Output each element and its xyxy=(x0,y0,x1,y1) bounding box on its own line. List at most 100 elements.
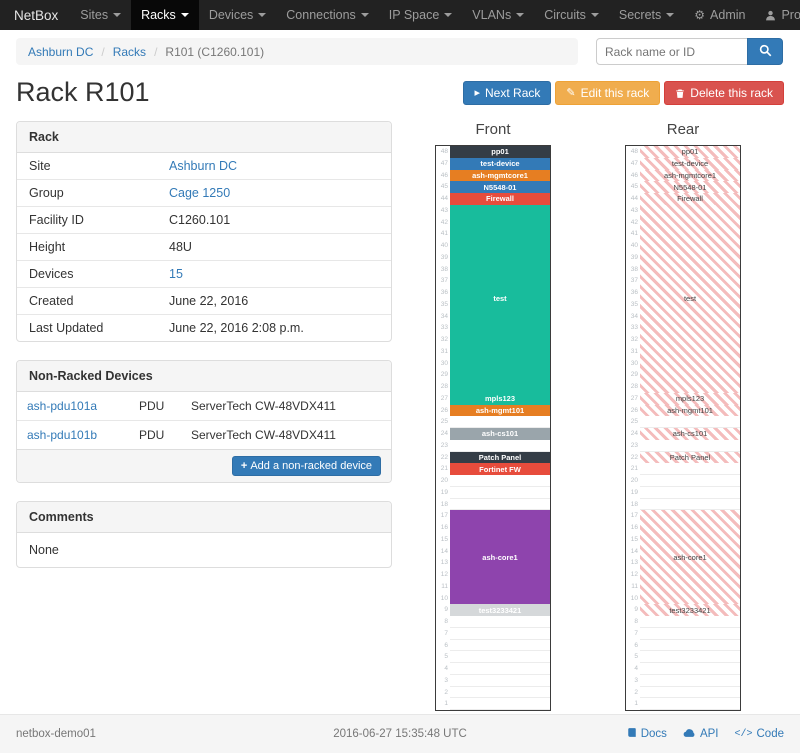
search-icon xyxy=(759,44,772,60)
next-rack-label: Next Rack xyxy=(485,86,541,100)
group-link[interactable]: Cage 1250 xyxy=(169,186,231,200)
nav-circuits[interactable]: Circuits xyxy=(534,0,609,30)
add-non-racked-device-button[interactable]: + Add a non-racked device xyxy=(231,456,381,476)
unit-number: 11 xyxy=(441,582,448,590)
device-ash-mgmtcore1-rear[interactable]: ash-mgmtcore1 xyxy=(640,169,740,182)
nav-admin[interactable]: ⚙ Admin xyxy=(684,0,755,30)
non-racked-devices-panel: Non-Racked Devices ash-pdu101a PDU Serve… xyxy=(16,360,392,483)
attr-value: C1260.101 xyxy=(169,213,231,227)
attr-facility-id: Facility ID C1260.101 xyxy=(17,206,391,233)
empty-unit xyxy=(640,439,740,452)
unit-number: 29 xyxy=(630,371,638,379)
empty-unit xyxy=(450,498,550,511)
api-link[interactable]: API xyxy=(683,727,718,741)
attr-height: Height 48U xyxy=(17,233,391,260)
device-test3233421-front[interactable]: test3233421 xyxy=(450,604,550,616)
unit-number: 19 xyxy=(440,488,448,496)
nav-devices[interactable]: Devices xyxy=(199,0,276,30)
device-test-rear[interactable]: test xyxy=(640,204,740,393)
unit-number: 9 xyxy=(634,606,638,614)
unit-number: 38 xyxy=(440,265,448,273)
device-N5548-01-rear[interactable]: N5548-01 xyxy=(640,181,740,193)
nav-vlans[interactable]: VLANs xyxy=(462,0,534,30)
unit-number: 8 xyxy=(634,618,638,625)
device-link[interactable]: ash-pdu101a xyxy=(27,399,98,413)
breadcrumb-racks-link[interactable]: Racks xyxy=(112,44,147,59)
page-title: Rack R101 xyxy=(16,77,150,107)
device-ash-cs101-front[interactable]: ash-cs101 xyxy=(450,428,550,440)
edit-rack-button[interactable]: ✎ Edit this rack xyxy=(555,81,661,105)
device-pp01-front[interactable]: pp01 xyxy=(450,146,550,158)
empty-unit xyxy=(450,439,550,452)
next-rack-button[interactable]: ▸ Next Rack xyxy=(463,81,552,105)
nav-sites[interactable]: Sites xyxy=(70,0,131,30)
breadcrumb-site-link[interactable]: Ashburn DC xyxy=(28,44,94,59)
device-pp01-rear[interactable]: pp01 xyxy=(640,146,740,158)
device-ash-cs101-rear[interactable]: ash-cs101 xyxy=(640,428,740,440)
search-button[interactable] xyxy=(747,38,783,65)
nav-secrets[interactable]: Secrets xyxy=(609,0,684,30)
device-ash-mgmtcore1-front[interactable]: ash-mgmtcore1 xyxy=(450,169,550,182)
unit-number: 41 xyxy=(630,230,638,238)
edit-rack-label: Edit this rack xyxy=(580,86,650,100)
device-test-device-front[interactable]: test-device xyxy=(450,157,550,170)
code-label: Code xyxy=(756,728,785,740)
device-Patch Panel-rear[interactable]: Patch Panel xyxy=(640,451,740,464)
unit-number: 44 xyxy=(440,195,448,202)
unit-number: 8 xyxy=(444,618,448,625)
device-mpls123-rear[interactable]: mpls123 xyxy=(640,392,740,405)
device-ash-mgmt101-rear[interactable]: ash-mgmt101 xyxy=(640,404,740,417)
unit-number: 20 xyxy=(440,477,448,484)
brand-link[interactable]: NetBox xyxy=(14,7,59,23)
rack-rear: 48 47 46 45 44 43 42 41 40 39 38 37 36 35 34 33 32 31 30 29… xyxy=(625,145,741,711)
front-elevation: Front 48 47 46 45 44 43 42 41 40 39 38 37 36 35 34 33 32… xyxy=(435,121,551,711)
unit-number: 14 xyxy=(440,547,448,555)
nav-ip-space[interactable]: IP Space xyxy=(379,0,463,30)
nav-profile[interactable]: Profile xyxy=(755,0,800,30)
device-Patch Panel-front[interactable]: Patch Panel xyxy=(450,451,550,464)
device-test-front[interactable]: test xyxy=(450,204,550,393)
empty-unit xyxy=(450,663,550,675)
unit-number: 46 xyxy=(630,171,638,179)
nav-connections[interactable]: Connections xyxy=(276,0,379,30)
nav-racks[interactable]: Racks xyxy=(131,0,199,30)
device-link[interactable]: ash-pdu101b xyxy=(27,428,98,442)
docs-link[interactable]: Docs xyxy=(627,727,667,741)
main-content: Rack Site Ashburn DC Group Cage 1250 Fac… xyxy=(16,121,784,714)
unit-number: 33 xyxy=(630,324,638,332)
device-test-device-rear[interactable]: test-device xyxy=(640,157,740,170)
delete-rack-button[interactable]: Delete this rack xyxy=(664,81,784,105)
docs-label: Docs xyxy=(640,728,667,740)
unit-number: 39 xyxy=(440,253,448,261)
empty-unit xyxy=(450,674,550,687)
navbar: NetBox Sites Racks Devices Connections I… xyxy=(0,0,800,30)
site-link[interactable]: Ashburn DC xyxy=(169,159,238,173)
code-link[interactable]: </> Code xyxy=(734,727,784,741)
title-row: Rack R101 ▸ Next Rack ✎ Edit this rack D… xyxy=(16,73,784,111)
device-Firewall-rear[interactable]: Firewall xyxy=(640,193,740,205)
empty-unit xyxy=(640,686,740,699)
unit-number: 23 xyxy=(440,441,448,449)
device-Firewall-front[interactable]: Firewall xyxy=(450,193,550,205)
search-input[interactable] xyxy=(596,38,748,65)
unit-number: 31 xyxy=(630,347,638,355)
device-test3233421-rear[interactable]: test3233421 xyxy=(640,604,740,616)
unit-number: 1 xyxy=(444,700,448,708)
attr-last-updated: Last Updated June 22, 2016 2:08 p.m. xyxy=(17,314,391,341)
unit-number: 36 xyxy=(440,289,448,296)
empty-unit xyxy=(640,639,740,652)
device-ash-core1-front[interactable]: ash-core1 xyxy=(450,510,550,605)
unit-number: 5 xyxy=(444,653,448,661)
device-ash-core1-rear[interactable]: ash-core1 xyxy=(640,510,740,605)
device-ash-mgmt101-front[interactable]: ash-mgmt101 xyxy=(450,404,550,417)
caret-down-icon xyxy=(258,13,267,17)
footer-hostname: netbox-demo01 xyxy=(16,728,96,740)
unit-number: 38 xyxy=(630,265,638,273)
nav-devices-label: Devices xyxy=(208,8,254,22)
device-mpls123-front[interactable]: mpls123 xyxy=(450,392,550,405)
empty-unit xyxy=(450,651,550,663)
unit-number: 1 xyxy=(634,700,638,708)
device-N5548-01-front[interactable]: N5548-01 xyxy=(450,181,550,193)
device-Fortinet FW-front[interactable]: Fortinet FW xyxy=(450,463,550,475)
device-count-link[interactable]: 15 xyxy=(169,267,183,281)
